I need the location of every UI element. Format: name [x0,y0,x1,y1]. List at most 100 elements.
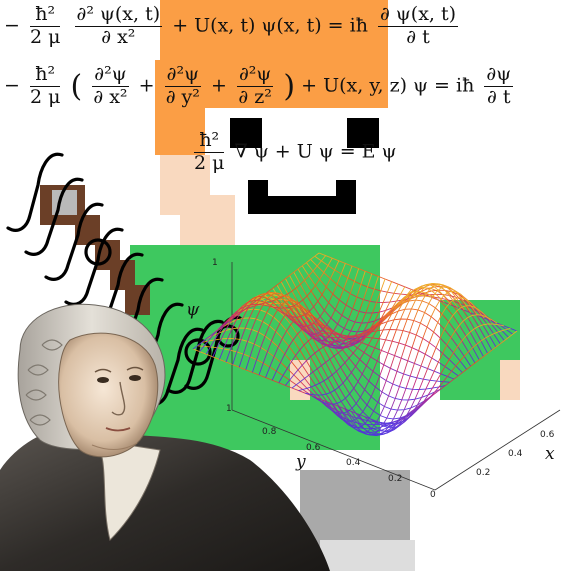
eq2-equals: = [434,74,450,97]
eq2-dzz-den: ∂ z² [238,85,272,108]
equation-1: − ħ² 2 μ ∂² ψ(x, t) ∂ x² + U(x, t) ψ(x, … [4,3,462,49]
integral-sign-2 [24,177,84,256]
mesh-line [351,290,478,437]
mesh-line [251,276,379,373]
eq2-potential-term: U(x, y, z) ψ [323,74,428,97]
pixel-hand [500,360,520,400]
portrait-eye-left [97,377,109,383]
eq2-dxx: ∂²ψ ∂ x² [92,63,129,109]
y-tick-02: 0.2 [388,474,403,484]
y-tick-04: 0.4 [346,458,361,468]
eq2-dxx-den: ∂ x² [93,85,128,108]
mesh-line [225,265,353,363]
mesh-line [218,263,346,360]
mesh-line [324,284,452,422]
surface-mesh [192,252,518,437]
z-tick-top: 1 [212,258,218,268]
eq2-frac1-den: 2 μ [29,85,61,108]
pixel-hair-right [340,40,388,110]
eq2-dzz-num: ∂²ψ [236,63,274,87]
eq1-frac3-num: ∂ ψ(x, t) [378,3,459,27]
mesh-line [232,268,360,365]
eq2-close-paren: ) [283,68,296,104]
eq3-hbar-fraction: ħ² 2 μ [194,129,225,175]
portrait-face [58,332,159,458]
contour-circle-1 [84,238,112,266]
eq2-dyy: ∂²ψ ∂ y² [164,63,201,109]
mesh-line [357,297,485,435]
portrait-eye-right [129,375,141,381]
mesh-line [199,255,326,352]
eq2-dxx-num: ∂²ψ [92,63,129,87]
eq2-plus1: + [138,74,155,97]
mesh-line [344,286,472,436]
pixel-eye-right [347,118,379,148]
eq3-frac-den: 2 μ [194,151,225,174]
eq1-frac3-den: ∂ t [406,25,430,48]
mesh-line [192,252,320,350]
eq1-time-derivative: ∂ ψ(x, t) ∂ t [378,3,459,49]
portrait-mouth [105,427,131,432]
eq3-rest: ∇ ψ + U ψ = E ψ [234,140,397,163]
eq1-frac1-num: ħ² [29,3,61,27]
pixel-eye-left [230,118,262,148]
eq2-frac1-num: ħ² [29,63,61,87]
x-axis-label: x [545,444,555,464]
x-tick-04: 0.4 [508,449,523,459]
mesh-line [384,327,511,425]
mesh-line [318,287,445,414]
mesh-line [238,271,366,368]
eq2-time-derivative: ∂ψ ∂ t [484,63,514,109]
eq3-frac-num: ħ² [194,129,225,153]
contour-circle-2 [184,338,212,366]
mesh-line [205,257,333,355]
eq1-ih: iħ [349,14,368,37]
mesh-line [291,291,419,389]
integral-sign-3 [44,202,104,281]
eq2-sign: − [4,74,20,97]
integral-sign-1 [6,152,64,232]
portrait-coat [0,427,330,571]
equation-3: ħ² 2 μ ∇ ψ + U ψ = E ψ [190,129,397,175]
eq1-sign: − [4,14,20,37]
eq1-equals: = [327,14,344,37]
mesh-line [212,260,340,357]
eq2-plus2: + [211,74,227,97]
mesh-line [364,305,491,432]
eq2-hbar-fraction: ħ² 2 μ [29,63,61,109]
mesh-line [337,283,465,433]
mesh-line [271,284,399,381]
z-tick-bottom: 1 [226,404,232,414]
x-tick-02: 0.2 [476,468,491,478]
mesh-line [285,289,412,386]
y-tick-06: 0.6 [306,443,321,453]
portrait-nose [111,381,126,416]
eq1-plus: + [172,14,189,37]
y-axis-label: y [296,452,306,472]
pixel-mouth-right [336,180,356,214]
eq2-plus3: + [301,74,318,97]
eq1-hbar-fraction: ħ² 2 μ [29,3,61,49]
eq1-potential-term: U(x, t) ψ(x, t) [194,14,322,37]
pixel-mouth-left [248,180,268,214]
equation-2: − ħ² 2 μ ( ∂²ψ ∂ x² + ∂²ψ ∂ y² + ∂²ψ ∂ z… [4,63,517,109]
mesh-line [258,278,386,376]
eq2-frac3-den: ∂ t [486,85,511,108]
mesh-line [245,273,373,370]
portrait-cravat [93,439,161,541]
y-axis-line [231,409,436,491]
x-axis-line [434,409,561,491]
pixel-shirt-left [160,250,190,320]
eq2-ih: iħ [456,74,475,97]
pixel-neck [180,215,230,245]
pixel-mouth-bottom [268,196,336,214]
mesh-line [390,330,518,428]
eq2-open-paren: ( [70,68,83,104]
eq2-dyy-den: ∂ y² [165,85,200,108]
mesh-line [377,323,504,425]
mesh-line [311,290,439,405]
